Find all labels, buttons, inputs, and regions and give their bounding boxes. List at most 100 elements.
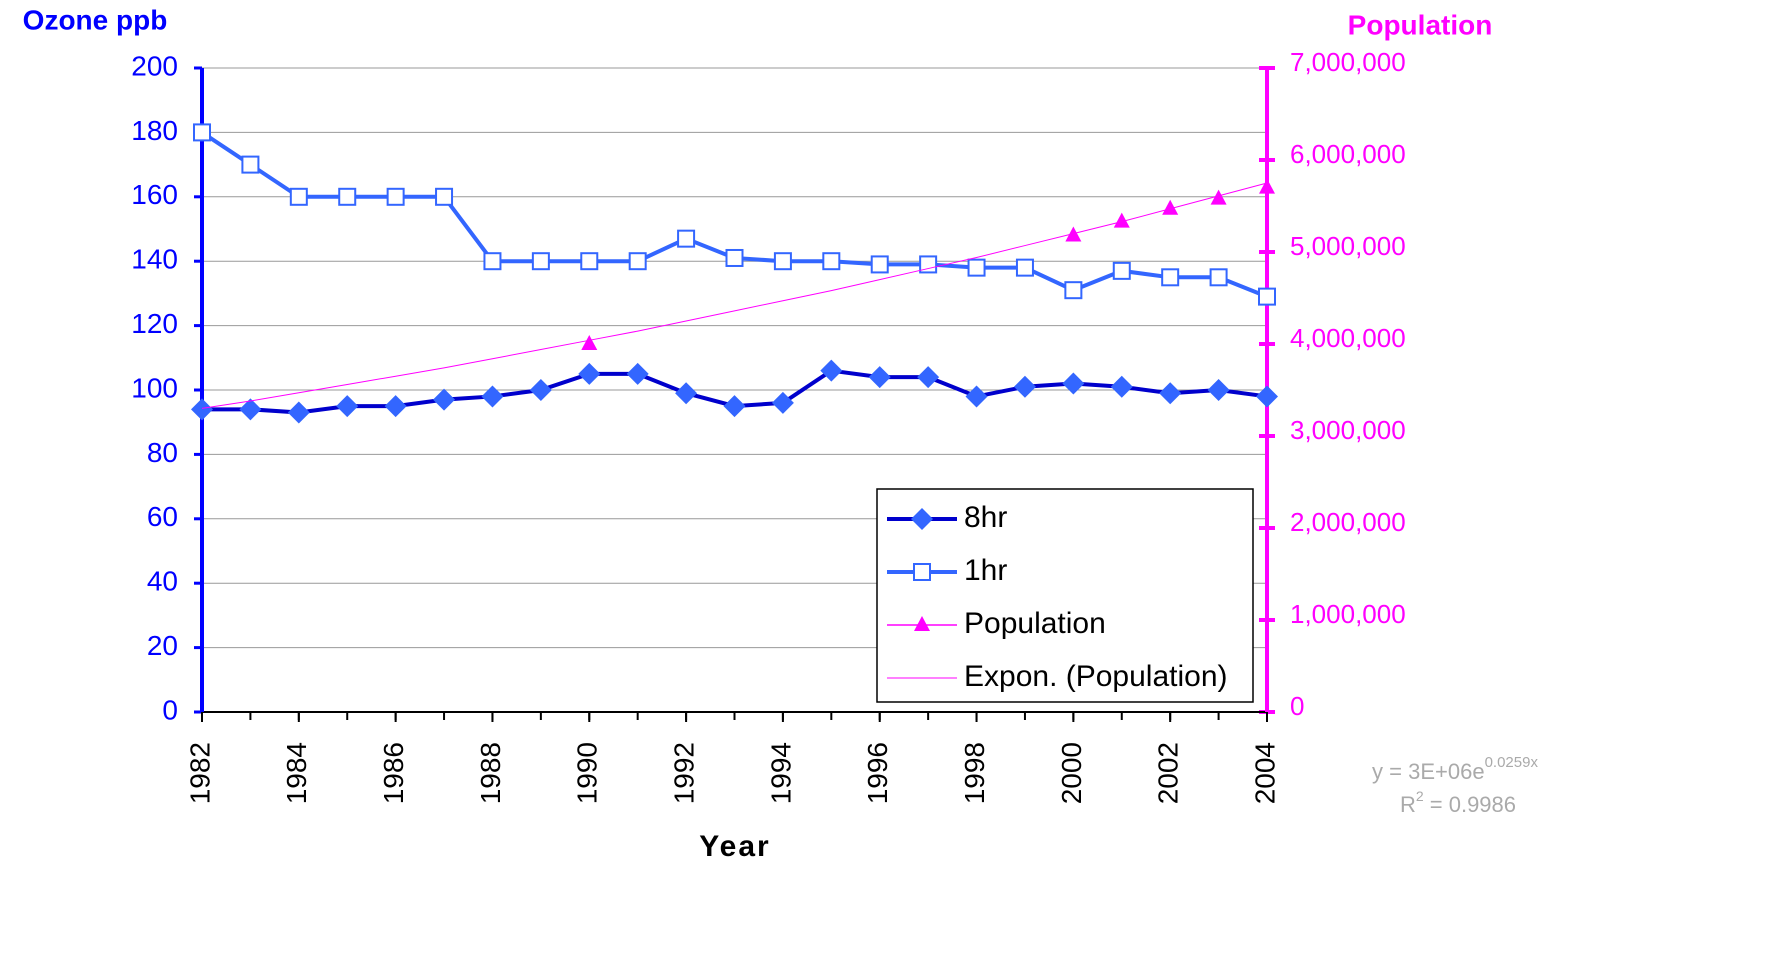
y-tick-label: 40 [147, 566, 178, 597]
data-point [529, 379, 552, 401]
series-line [200, 130, 1268, 299]
data-point [193, 123, 211, 142]
y2-tick-label: 5,000,000 [1290, 231, 1406, 261]
data-point [1258, 287, 1276, 306]
y-tick-label: 80 [147, 437, 178, 468]
x-tick-label: 2002 [1153, 742, 1184, 804]
x-tick-label: 1984 [281, 742, 312, 804]
legend: 8hr 1hr Population Expon. (Population) [876, 488, 1254, 703]
data-point [677, 229, 696, 248]
y-tick-label: 0 [162, 694, 178, 725]
legend-marker [913, 563, 931, 581]
y2-tick-label: 7,000,000 [1290, 47, 1406, 77]
y-tick-label: 100 [131, 372, 178, 403]
y2-tick-label: 4,000,000 [1290, 323, 1406, 353]
data-point [723, 395, 746, 418]
data-point [1013, 375, 1036, 398]
data-point [773, 252, 792, 271]
data-point [435, 187, 454, 206]
data-point [675, 382, 698, 405]
data-point [580, 252, 599, 271]
equation-exponent: 0.0259x [1485, 754, 1539, 771]
data-point [287, 401, 310, 424]
legend-label: 8hr [964, 501, 1007, 534]
data-point [1259, 178, 1275, 194]
data-point [967, 258, 986, 277]
data-point [1159, 382, 1182, 405]
r-base: R [1400, 792, 1416, 817]
legend-box [876, 488, 1254, 703]
data-point [1162, 199, 1179, 215]
data-point [725, 248, 744, 267]
data-point [1113, 212, 1130, 228]
x-tick-label: 1996 [862, 742, 893, 804]
data-point [1209, 268, 1228, 287]
data-point [433, 388, 456, 411]
data-point [1064, 281, 1083, 300]
data-point [771, 391, 794, 414]
data-point [336, 395, 359, 418]
data-point [1256, 385, 1278, 408]
y-tick-label: 160 [131, 179, 178, 210]
y-tick-label: 180 [131, 115, 178, 146]
data-point [386, 187, 405, 206]
data-point [531, 252, 550, 271]
data-point [191, 398, 213, 421]
r-sup: 2 [1416, 788, 1424, 804]
data-point [578, 362, 601, 385]
data-point [917, 366, 940, 389]
data-point [581, 335, 598, 350]
y-tick-label: 200 [131, 50, 178, 81]
y-axis-title: Ozone ppb [23, 4, 168, 35]
x-tick-label: 2000 [1056, 742, 1087, 804]
x-tick-label: 1994 [765, 742, 796, 804]
data-point [1161, 268, 1180, 287]
data-point [1210, 189, 1227, 205]
legend-label: Expon. (Population) [964, 660, 1228, 693]
y-tick-label: 120 [131, 308, 178, 339]
x-tick-label: 1986 [378, 742, 409, 804]
y2-tick-label: 0 [1290, 691, 1304, 721]
x-tick-label: 1992 [668, 742, 699, 804]
y2-tick-label: 2,000,000 [1290, 507, 1406, 537]
y-tick-label: 20 [147, 630, 178, 661]
x-tick-label: 1988 [475, 742, 506, 804]
data-point [338, 187, 357, 206]
data-point [1015, 258, 1034, 277]
data-point [822, 252, 841, 271]
x-axis-title: Year [699, 830, 770, 863]
data-point [289, 187, 308, 206]
data-point [1207, 379, 1230, 401]
y2-tick-label: 1,000,000 [1290, 599, 1406, 629]
trend-equation: y = 3E+06e0.0259x [1372, 754, 1538, 784]
data-point [868, 366, 891, 389]
data-point [384, 395, 407, 418]
y-tick-label: 140 [131, 244, 178, 275]
data-point [483, 252, 502, 271]
legend-label: Population [964, 607, 1106, 640]
data-point [870, 255, 889, 274]
data-point [239, 398, 262, 421]
data-point [628, 252, 647, 271]
r-squared: R2 = 0.9986 [1400, 788, 1516, 817]
r-rest: = 0.9986 [1424, 792, 1516, 817]
y2-axis-title: Population [1348, 9, 1493, 40]
data-point [626, 362, 649, 385]
x-tick-label: 1990 [572, 742, 603, 804]
y-tick-label: 60 [147, 501, 178, 532]
data-point [1112, 261, 1131, 280]
data-point [1110, 375, 1133, 398]
series-line [201, 182, 1268, 409]
y2-tick-label: 3,000,000 [1290, 415, 1406, 445]
x-tick-label: 1998 [959, 742, 990, 804]
data-point [1062, 372, 1085, 395]
legend-label: 1hr [964, 554, 1007, 587]
data-point [820, 359, 843, 382]
y2-tick-label: 6,000,000 [1290, 139, 1406, 169]
legend-marker [914, 616, 930, 631]
data-point [919, 255, 938, 274]
equation-base: y = 3E+06e [1372, 759, 1485, 784]
x-tick-label: 1982 [184, 742, 215, 804]
data-point [965, 385, 988, 408]
